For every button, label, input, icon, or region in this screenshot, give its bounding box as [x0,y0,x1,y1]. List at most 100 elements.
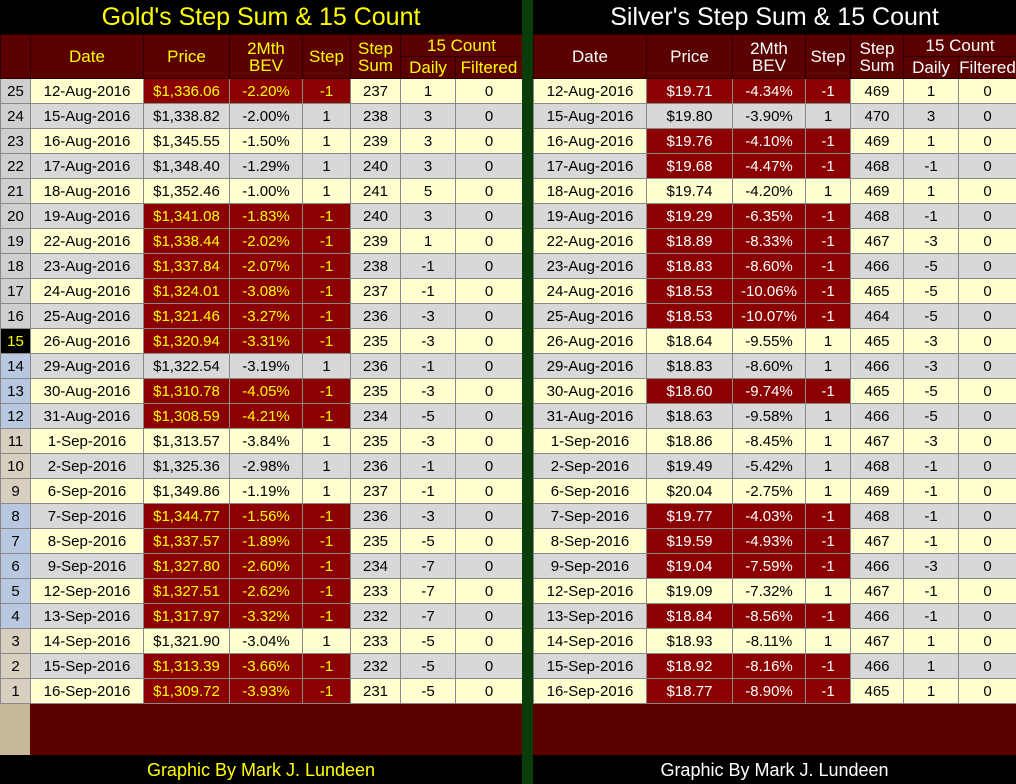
step-cell: -1 [805,378,851,404]
table-row: 22 17-Aug-2016 $1,348.40 -1.29% 1 240 3 0 [0,153,523,179]
price-cell: $1,322.54 [143,353,230,379]
daily-cell: 1 [903,628,959,654]
step-sum-cell: 233 [350,578,401,604]
step-cell: -1 [302,303,351,329]
date-cell: 23-Aug-2016 [533,253,647,279]
step-cell: 1 [805,628,851,654]
daily-cell: -5 [400,678,456,704]
bev-cell: -4.10% [732,128,806,154]
filtered-cell: 0 [455,578,523,604]
filtered-cell: 0 [455,378,523,404]
bev-cell: -8.60% [732,253,806,279]
table-row: 20 19-Aug-2016 $1,341.08 -1.83% -1 240 3 0 [0,203,523,229]
table-row: 18 23-Aug-2016 $1,337.84 -2.07% -1 238 -1 0 [0,253,523,279]
table-row: 16 25-Aug-2016 $1,321.46 -3.27% -1 236 -3 0 [0,303,523,329]
step-sum-cell: 467 [850,628,904,654]
step-cell: -1 [805,303,851,329]
filtered-cell: 0 [455,103,523,129]
step-sum-cell: 237 [350,478,401,504]
date-cell: 17-Aug-2016 [30,153,144,179]
row-index: 4 [0,603,31,629]
filtered-cell: 0 [958,328,1016,354]
table-row: 13 30-Aug-2016 $1,310.78 -4.05% -1 235 -3 0 [0,378,523,404]
step-cell: -1 [302,653,351,679]
daily-cell: -5 [903,403,959,429]
price-cell: $1,309.72 [143,678,230,704]
step-cell: -1 [302,603,351,629]
filtered-cell: 0 [455,653,523,679]
date-cell: 15-Sep-2016 [30,653,144,679]
price-cell: $19.76 [646,128,733,154]
filtered-cell: 0 [958,428,1016,454]
table-row: 12-Aug-2016 $19.71 -4.34% -1 469 1 0 [533,78,1016,104]
step-cell: -1 [805,678,851,704]
filtered-cell: 0 [958,128,1016,154]
date-cell: 8-Sep-2016 [533,528,647,554]
bev-cell: -1.29% [229,153,303,179]
row-index: 21 [0,178,31,204]
filtered-cell: 0 [455,253,523,279]
step-sum-cell: 468 [850,503,904,529]
step-cell: 1 [302,178,351,204]
price-cell: $1,321.46 [143,303,230,329]
price-cell: $19.59 [646,528,733,554]
step-sum-cell: 469 [850,478,904,504]
date-cell: 14-Sep-2016 [30,628,144,654]
step-cell: 1 [805,578,851,604]
daily-cell: -7 [400,578,456,604]
price-cell: $1,341.08 [143,203,230,229]
bev-cell: -9.74% [732,378,806,404]
daily-cell: -1 [903,503,959,529]
step-cell: -1 [302,253,351,279]
step-sum-cell: 465 [850,278,904,304]
bev-cell: -4.05% [229,378,303,404]
step-sum-cell: 469 [850,128,904,154]
price-cell: $1,338.82 [143,103,230,129]
row-index: 23 [0,128,31,154]
gold-header-price: Price [143,34,230,79]
price-cell: $1,336.06 [143,78,230,104]
silver-header-step: Step [805,34,851,79]
bev-cell: -8.90% [732,678,806,704]
step-cell: -1 [805,553,851,579]
step-sum-cell: 237 [350,78,401,104]
date-cell: 31-Aug-2016 [30,403,144,429]
daily-cell: -3 [903,353,959,379]
date-cell: 26-Aug-2016 [30,328,144,354]
price-cell: $20.04 [646,478,733,504]
table-row: 25-Aug-2016 $18.53 -10.07% -1 464 -5 0 [533,303,1016,329]
gold-header-bev-line2: BEV [248,55,284,75]
filtered-cell: 0 [958,253,1016,279]
step-sum-cell: 235 [350,428,401,454]
date-cell: 15-Aug-2016 [533,103,647,129]
row-index: 3 [0,628,31,654]
step-sum-cell: 470 [850,103,904,129]
step-cell: -1 [805,603,851,629]
step-cell: 1 [805,453,851,479]
price-cell: $19.49 [646,453,733,479]
price-cell: $18.60 [646,378,733,404]
bev-cell: -10.07% [732,303,806,329]
step-cell: 1 [805,478,851,504]
bev-cell: -1.50% [229,128,303,154]
filtered-cell: 0 [958,303,1016,329]
price-cell: $19.29 [646,203,733,229]
bev-cell: -4.93% [732,528,806,554]
filtered-cell: 0 [455,553,523,579]
daily-cell: -3 [903,428,959,454]
row-index: 22 [0,153,31,179]
step-cell: -1 [805,528,851,554]
date-cell: 29-Aug-2016 [533,353,647,379]
daily-cell: -3 [903,228,959,254]
bev-cell: -1.56% [229,503,303,529]
table-row: 19-Aug-2016 $19.29 -6.35% -1 468 -1 0 [533,203,1016,229]
date-cell: 1-Sep-2016 [533,428,647,454]
price-cell: $18.53 [646,303,733,329]
daily-cell: 3 [400,128,456,154]
bev-cell: -4.20% [732,178,806,204]
step-cell: -1 [302,553,351,579]
step-sum-cell: 237 [350,278,401,304]
silver-header-price: Price [646,34,733,79]
step-sum-cell: 235 [350,378,401,404]
date-cell: 9-Sep-2016 [30,553,144,579]
